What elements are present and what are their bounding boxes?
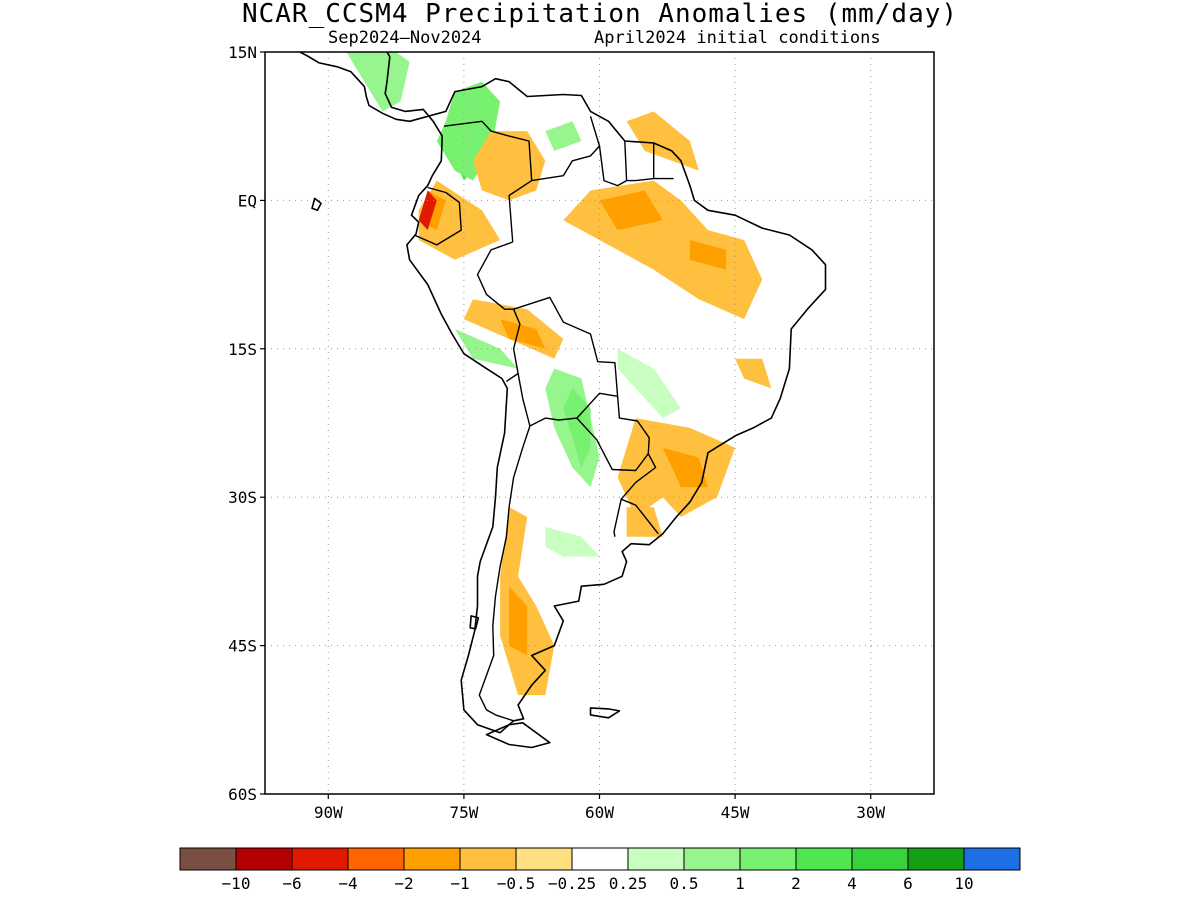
colorbar-swatch (571, 847, 629, 871)
axis-labels: 15N EQ 15S 30S 45S 60S 90W 75W 60W 45W 30W (228, 43, 885, 822)
anomaly-region (454, 329, 519, 369)
anomaly-region (509, 586, 528, 656)
colorbar-swatch (347, 847, 405, 871)
colorbar-tick-label: 0.25 (609, 874, 648, 893)
colorbar-swatch (907, 847, 965, 871)
anomaly-region (418, 190, 437, 231)
colorbar-swatch (795, 847, 853, 871)
anomaly-region (545, 121, 582, 151)
colorbar-tick-label: 0.5 (670, 874, 699, 893)
latitude-tick-label: 60S (228, 785, 257, 804)
anomaly-region (500, 507, 555, 696)
national-border (443, 120, 533, 243)
longitude-tick-label: 30W (856, 803, 885, 822)
anomaly-region (346, 52, 410, 112)
anomaly-region (500, 319, 546, 349)
coastline (311, 197, 322, 212)
colorbar-swatch (291, 847, 349, 871)
latitude-tick-label: EQ (238, 191, 257, 210)
latitude-tick-label: 15N (228, 43, 257, 62)
colorbar-swatch (403, 847, 461, 871)
anomaly-region (617, 348, 681, 419)
colorbar-swatch (627, 847, 685, 871)
colorbar-swatch (963, 847, 1021, 871)
colorbar-swatch (851, 847, 909, 871)
colorbar-tick-label: −10 (222, 874, 251, 893)
coastline-layer (298, 52, 827, 749)
colorbar-tick-label: −4 (338, 874, 357, 893)
coastline (298, 52, 827, 734)
colorbar-tick-label: −2 (394, 874, 413, 893)
anomaly-region (563, 388, 591, 468)
colorbar-swatch (459, 847, 517, 871)
latitude-tick-label: 30S (228, 488, 257, 507)
colorbar-tick-label: −6 (282, 874, 301, 893)
colorbar-tick-label: 1 (735, 874, 745, 893)
colorbar-legend: −10 −6 −4 −2 −1 −0.5 −0.25 0.25 0.5 1 2 4 6 10 (179, 847, 1021, 893)
anomaly-region (662, 447, 708, 488)
longitude-tick-label: 75W (449, 803, 478, 822)
anomaly-region (599, 190, 663, 231)
latitude-tick-label: 15S (228, 340, 257, 359)
coastline (589, 707, 621, 719)
longitude-tick-label: 60W (585, 803, 614, 822)
anomaly-shading-layer (346, 52, 772, 696)
colorbar-swatch (515, 847, 573, 871)
colorbar-swatch (235, 847, 293, 871)
graticule-grid (265, 51, 934, 795)
anomaly-region (689, 240, 727, 270)
national-border (413, 186, 462, 246)
colorbar-tick-label: −0.25 (548, 874, 596, 893)
anomaly-region (563, 180, 763, 320)
national-border (531, 116, 601, 182)
national-border (620, 498, 659, 535)
colorbar-swatch (683, 847, 741, 871)
national-border (478, 425, 531, 722)
chart-title: NCAR_CCSM4 Precipitation Anomalies (mm/d… (241, 0, 959, 29)
colorbar-tick-label: −0.5 (497, 874, 536, 893)
colorbar-tick-label: 2 (791, 874, 801, 893)
forecast-period-subtitle: Sep2024–Nov2024 (328, 28, 482, 48)
initial-conditions-subtitle: April2024 initial conditions (594, 28, 881, 48)
coastline (469, 615, 480, 630)
national-border (513, 296, 619, 427)
anomaly-region (545, 526, 600, 557)
coastline (485, 721, 551, 749)
colorbar-tick-label: −1 (450, 874, 469, 893)
latitude-tick-label: 45S (228, 637, 257, 656)
anomaly-region (735, 358, 772, 389)
colorbar-tick-label: 10 (954, 874, 973, 893)
national-border (613, 453, 657, 537)
national-border (476, 241, 521, 382)
national-border (624, 140, 628, 181)
anomaly-region (626, 507, 663, 537)
colorbar-swatch (739, 847, 797, 871)
longitude-tick-label: 90W (314, 803, 343, 822)
colorbar-tick-label: 6 (903, 874, 913, 893)
colorbar-tick-label: 4 (847, 874, 857, 893)
anomaly-region (626, 111, 699, 171)
colorbar-swatch (179, 847, 237, 871)
longitude-tick-label: 45W (721, 803, 750, 822)
